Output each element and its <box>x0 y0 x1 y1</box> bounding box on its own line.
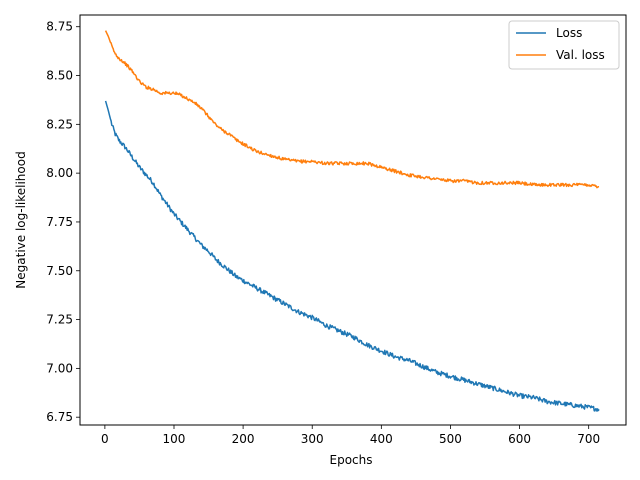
y-tick-label: 8.50 <box>46 69 73 83</box>
x-tick-label: 700 <box>577 432 600 446</box>
x-axis-label: Epochs <box>330 453 373 467</box>
x-axis: 0 100 200 300 400 500 600 700 <box>101 425 600 446</box>
y-tick-label: 6.75 <box>46 410 73 424</box>
plot-frame <box>79 14 627 426</box>
x-tick-label: 600 <box>508 432 531 446</box>
x-tick-label: 300 <box>301 432 324 446</box>
legend-label-loss: Loss <box>556 26 582 40</box>
series-line-val-loss <box>104 30 600 189</box>
x-tick-label: 400 <box>370 432 393 446</box>
x-tick-label: 200 <box>232 432 255 446</box>
y-tick-label: 7.25 <box>46 313 73 327</box>
y-axis: 6.75 7.00 7.25 7.50 7.75 8.00 8.25 8.50 8.75 <box>46 20 80 424</box>
y-axis-label: Negative log-likelihood <box>14 151 28 288</box>
y-tick-label: 8.25 <box>46 117 73 131</box>
x-tick-label: 500 <box>439 432 462 446</box>
y-tick-label: 7.50 <box>46 264 73 278</box>
series-line-loss <box>104 100 600 412</box>
y-tick-label: 8.00 <box>46 166 73 180</box>
legend-label-val-loss: Val. loss <box>556 48 605 62</box>
y-tick-label: 7.75 <box>46 215 73 229</box>
y-tick-label: 7.00 <box>46 361 73 375</box>
plot-lines <box>104 30 600 412</box>
x-tick-label: 100 <box>163 432 186 446</box>
x-tick-label: 0 <box>101 432 109 446</box>
legend: Loss Val. loss <box>508 20 620 70</box>
y-tick-label: 8.75 <box>46 20 73 34</box>
